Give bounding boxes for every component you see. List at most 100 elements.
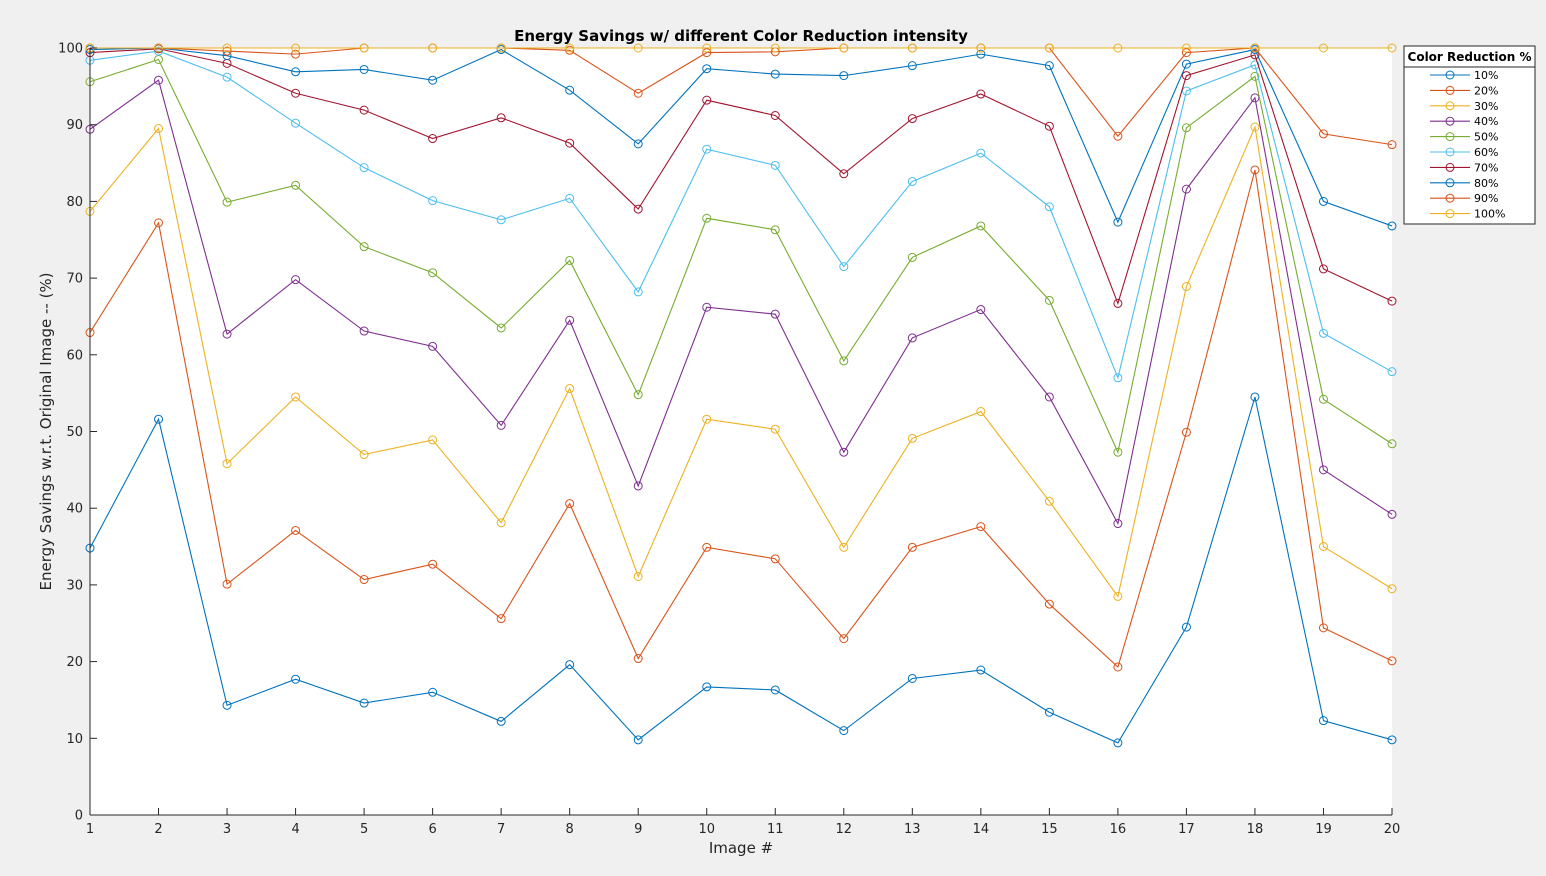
data-point: [1113, 43, 1123, 53]
data-point: [1318, 716, 1328, 726]
data-point: [154, 46, 164, 56]
legend-item: 10%: [1430, 69, 1498, 82]
x-tick-label: 10: [698, 822, 715, 837]
data-point: [633, 204, 643, 214]
data-point: [1113, 738, 1123, 748]
data-point: [1181, 282, 1191, 292]
axes-layer: 1 2 3 4 5 6 7 8 9 10 11 12 13 14 15 16 17 18 19 20010203040…: [58, 42, 1400, 838]
data-point: [222, 46, 232, 56]
legend-swatch-marker: [1445, 162, 1455, 172]
data-point: [976, 305, 986, 315]
series-line: [90, 47, 1393, 146]
data-point: [1181, 427, 1191, 437]
data-point: [1113, 131, 1123, 141]
legend-items: 10% 20% 30% 40% 50% 60% 70% 80% 90% 100%: [1430, 69, 1505, 221]
data-point: [496, 113, 506, 123]
data-point: [839, 447, 849, 457]
data-point: [633, 735, 643, 745]
data-point: [702, 414, 712, 424]
data-point: [1044, 121, 1054, 131]
legend-label: 60%: [1474, 146, 1498, 159]
data-point: [565, 255, 575, 265]
data-point: [222, 459, 232, 469]
data-point: [633, 287, 643, 297]
x-tick-label: 7: [497, 822, 505, 837]
data-point: [1113, 217, 1123, 227]
legend-swatch-marker: [1445, 147, 1455, 157]
legend-label: 80%: [1474, 177, 1498, 190]
data-point: [907, 114, 917, 124]
data-point: [359, 64, 369, 74]
data-point: [770, 43, 780, 53]
data-point: [1250, 60, 1260, 70]
data-point: [839, 71, 849, 81]
legend: Color Reduction % 10% 20% 30% 40% 50% 60% 70% 8…: [1403, 45, 1536, 225]
data-point: [1318, 129, 1328, 139]
data-point: [291, 674, 301, 684]
legend-item: 60%: [1430, 146, 1498, 159]
data-point: [1181, 43, 1191, 53]
data-point: [839, 43, 849, 53]
data-point: [1318, 542, 1328, 552]
data-point: [1387, 735, 1397, 745]
data-point: [770, 424, 780, 434]
data-point: [907, 333, 917, 343]
data-point: [770, 554, 780, 564]
data-point: [565, 315, 575, 325]
x-tick-label: 9: [634, 822, 642, 837]
data-point: [702, 144, 712, 154]
data-point: [770, 110, 780, 120]
data-point: [1318, 328, 1328, 338]
series-line: [89, 79, 1393, 526]
data-point: [1044, 392, 1054, 402]
series-60pct: [85, 46, 1397, 383]
data-point: [702, 64, 712, 74]
data-point: [702, 43, 712, 53]
data-point: [359, 698, 369, 708]
legend-item: 100%: [1430, 208, 1505, 221]
x-tick-label: 4: [291, 822, 299, 837]
data-point: [907, 176, 917, 186]
data-point: [1181, 622, 1191, 632]
data-point: [633, 390, 643, 400]
data-point: [1318, 465, 1328, 475]
x-tick-label: 13: [904, 822, 921, 837]
x-tick-label: 18: [1247, 822, 1264, 837]
data-point: [154, 43, 164, 53]
series-50pct: [85, 55, 1397, 457]
data-point: [496, 43, 506, 53]
data-point: [1113, 298, 1123, 308]
x-axis-label: Image #: [709, 839, 773, 857]
x-tick-label: 12: [836, 822, 853, 837]
data-point: [770, 69, 780, 79]
y-tick-label: 30: [66, 578, 83, 593]
data-point: [907, 433, 917, 443]
series-line: [89, 48, 1393, 306]
data-point: [1181, 86, 1191, 96]
data-point: [702, 682, 712, 692]
data-point: [907, 61, 917, 71]
y-tick-label: 20: [66, 655, 83, 670]
data-point: [1387, 509, 1397, 519]
data-point: [428, 75, 438, 85]
data-point: [770, 685, 780, 695]
data-point: [702, 542, 712, 552]
data-point: [1044, 202, 1054, 212]
legend-box: [1403, 45, 1536, 225]
data-point: [702, 48, 712, 58]
x-tick-label: 6: [428, 822, 436, 837]
data-point: [1113, 662, 1123, 672]
legend-swatch-marker: [1445, 209, 1455, 219]
data-point: [770, 225, 780, 235]
data-point: [770, 160, 780, 170]
series-line: [89, 50, 1393, 380]
y-axis-label: Energy Savings w.r.t. Original Image -- …: [37, 272, 55, 590]
data-point: [770, 309, 780, 319]
data-point: [976, 522, 986, 532]
data-point: [291, 43, 301, 53]
data-point: [565, 45, 575, 55]
legend-swatch-marker: [1445, 85, 1455, 95]
data-point: [1250, 392, 1260, 402]
series-20pct: [85, 165, 1397, 672]
